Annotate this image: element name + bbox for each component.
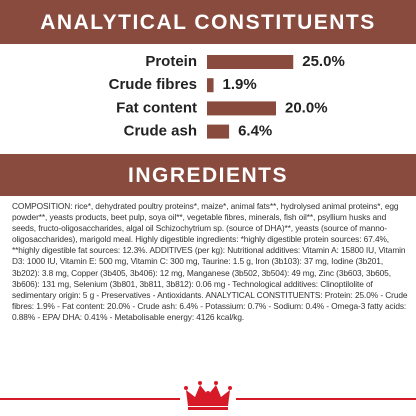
section-banner: ANALYTICAL CONSTITUENTS [0,0,416,44]
constituent-name: Crude fibres [109,76,197,93]
bar [207,78,214,93]
bar [207,101,276,116]
constituent-name: Fat content [116,99,197,116]
section-banner: INGREDIENTS [0,154,416,196]
crown [184,381,232,410]
ingredients-text: COMPOSITION: rice*, dehydrated poultry p… [12,201,408,322]
bar [207,55,294,69]
bar [207,124,230,139]
value-label: 1.9% [223,76,257,93]
value-label: 20.0% [285,99,328,116]
value-label: 6.4% [238,123,272,140]
value-label: 25.0% [302,53,345,70]
brand-logo [0,381,416,410]
constituent-name: Crude ash [124,123,197,140]
constituent-name: Protein [145,53,197,70]
constituents-chart: Protein 25.0% Crude fibres 1.9% Fat content 2… [109,53,345,140]
